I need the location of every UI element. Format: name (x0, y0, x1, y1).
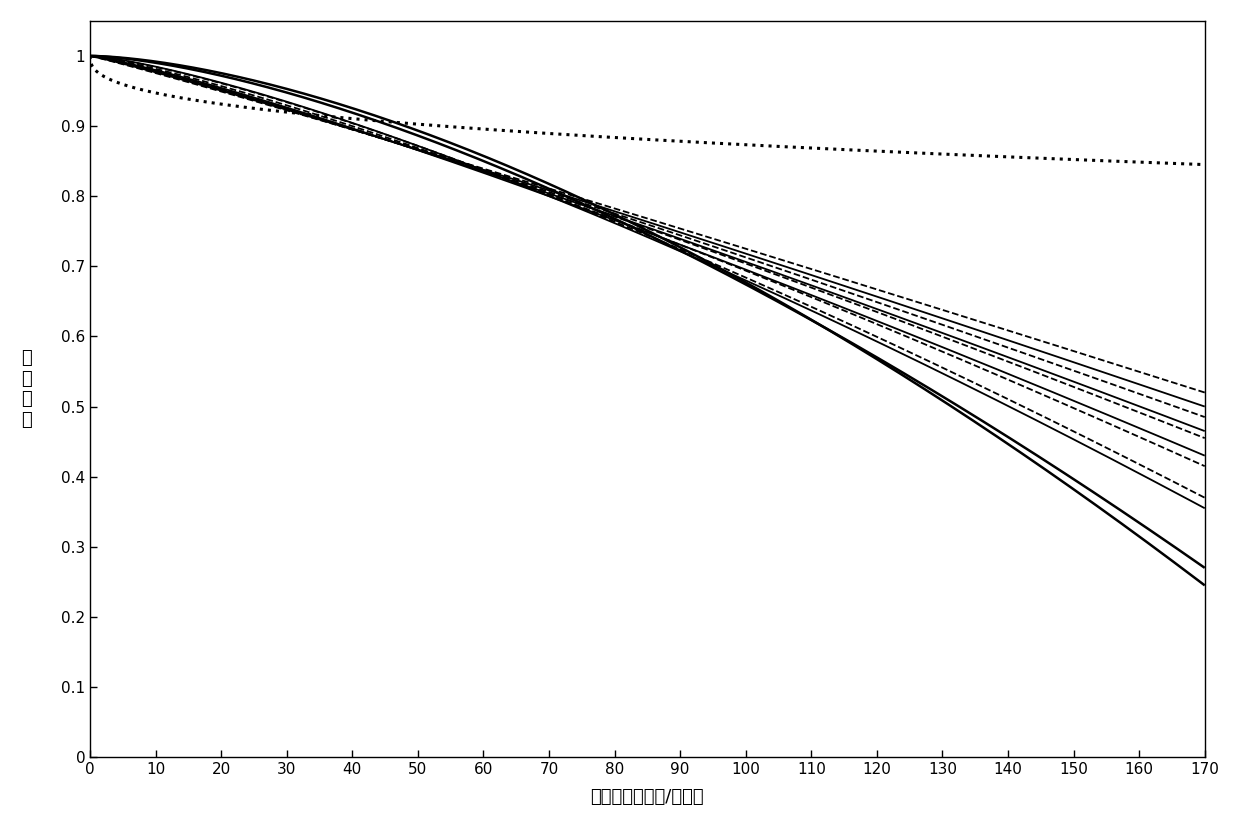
X-axis label: 空间频率（线对/毫米）: 空间频率（线对/毫米） (590, 788, 704, 806)
Y-axis label: 传
函
数
値: 传 函 数 値 (21, 349, 31, 429)
